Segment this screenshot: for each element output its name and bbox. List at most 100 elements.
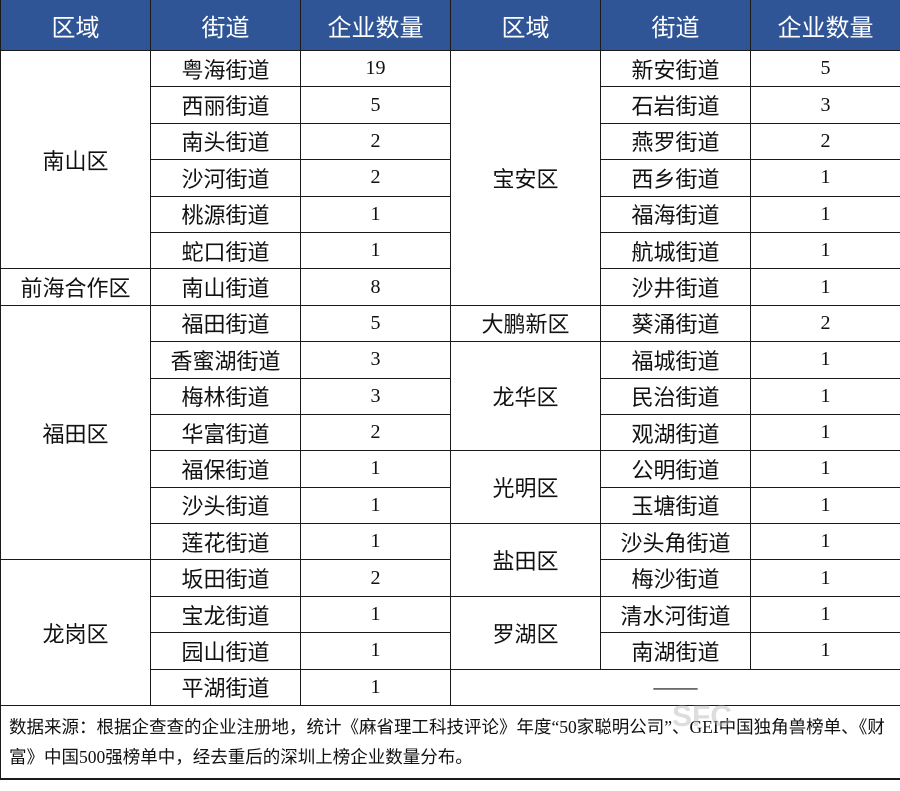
header-street: 街道 [600,0,751,51]
count-cell: 1 [300,195,451,233]
street-cell: 梅沙街道 [600,559,751,597]
header-street: 街道 [150,0,301,51]
table-row: 沙头街道 1 玉塘街道 1 [1,486,900,525]
count-cell: 1 [750,268,900,306]
footnote-row: 数据来源：根据企查查的企业注册地，统计《麻省理工科技评论》年度“50家聪明公司”… [0,705,900,781]
count-cell: 1 [300,450,451,488]
district-cell: 宝安区 [450,50,601,306]
street-cell: 莲花街道 [150,523,301,561]
count-cell: 1 [750,231,900,270]
street-cell: 福保街道 [150,450,301,488]
count-cell: 1 [750,413,900,452]
street-cell: 南湖街道 [600,632,751,670]
table-row: 宝龙街道 1 罗湖区 清水河街道 1 [1,595,900,670]
count-cell: 2 [300,559,451,597]
count-cell: 3 [300,377,451,415]
table-row: 前海合作区 南山街道 8 沙井街道 1 [0,268,900,306]
count-cell: 1 [300,486,451,525]
count-cell: 1 [300,632,451,670]
district-cell: 大鹏新区 [450,304,601,343]
count-cell: 2 [300,413,451,452]
street-cell: 新安街道 [600,49,751,88]
count-cell: 1 [300,668,451,707]
table-row: 西丽街道 5 石岩街道 3 [1,86,900,124]
district-cell: 龙华区 [450,341,601,452]
table-row: 莲花街道 1 盐田区 沙头角街道 1 [1,523,900,597]
street-cell: 坂田街道 [150,559,301,597]
street-cell: 桃源街道 [150,195,301,233]
count-cell: 1 [750,450,900,488]
header-count: 企业数量 [750,0,900,51]
count-cell: 2 [300,159,451,197]
street-cell: 香蜜湖街道 [150,341,301,379]
count-cell: 1 [750,195,900,233]
table-row: 龙岗区 坂田街道 2 梅沙街道 1 [0,559,900,707]
count-cell: 8 [300,268,451,306]
count-cell: 2 [300,122,451,161]
district-cell: 龙岗区 [0,559,151,707]
count-cell: 3 [300,341,451,379]
count-cell: 5 [300,304,451,343]
count-cell: 1 [750,632,900,670]
street-cell: 福城街道 [600,341,751,379]
street-cell: 福海街道 [600,195,751,233]
street-cell: 福田街道 [150,304,301,343]
table-row: 平湖街道 1 —— [1,668,900,707]
street-cell: 南头街道 [150,122,301,161]
empty-cell: —— [450,668,900,707]
street-cell: 玉塘街道 [600,486,751,525]
district-cell: 盐田区 [450,523,601,597]
count-cell: 3 [750,86,900,124]
header-district: 区域 [450,0,601,51]
table-row: 沙河街道 2 西乡街道 1 [1,159,900,197]
count-cell: 1 [300,595,451,634]
street-cell: 燕罗街道 [600,122,751,161]
street-cell: 公明街道 [600,450,751,488]
district-cell: 光明区 [450,450,601,525]
count-cell: 5 [750,49,900,88]
count-cell: 1 [750,377,900,415]
street-cell: 清水河街道 [600,595,751,634]
street-cell: 西乡街道 [600,159,751,197]
table-row: 福田区 福田街道 5 大鹏新区 葵涌街道 2 [0,304,900,561]
count-cell: 2 [750,304,900,343]
street-cell: 宝龙街道 [150,595,301,634]
street-cell: 观湖街道 [600,413,751,452]
street-cell: 粤海街道 [150,49,301,88]
count-cell: 1 [750,595,900,634]
street-cell: 园山街道 [150,632,301,670]
table-row: 香蜜湖街道 3 龙华区 福城街道 1 [1,341,900,452]
count-cell: 1 [750,559,900,597]
count-cell: 2 [750,122,900,161]
district-cell: 南山区 [0,49,151,270]
count-cell: 19 [300,49,451,88]
street-cell: 西丽街道 [150,86,301,124]
count-cell: 1 [750,486,900,525]
street-cell: 石岩街道 [600,86,751,124]
count-cell: 1 [300,523,451,561]
street-cell: 民治街道 [600,377,751,415]
street-cell: 沙井街道 [600,268,751,306]
header-row: 区域 街道 企业数量 区域 街道 企业数量 [0,0,900,51]
count-cell: 1 [750,159,900,197]
street-cell: 航城街道 [600,231,751,270]
table-row: 蛇口街道 1 航城街道 1 [1,231,900,270]
table-row: 南山区 粤海街道 19 宝安区 新安街道 5 [0,49,900,306]
source-footnote: 数据来源：根据企查查的企业注册地，统计《麻省理工科技评论》年度“50家聪明公司”… [0,705,900,781]
street-cell: 沙河街道 [150,159,301,197]
street-cell: 平湖街道 [150,668,301,707]
street-cell: 蛇口街道 [150,231,301,270]
count-cell: 1 [300,231,451,270]
district-cell: 前海合作区 [0,268,151,306]
district-cell: 福田区 [0,304,151,561]
table-row: 南头街道 2 燕罗街道 2 [1,122,900,161]
table-row: 桃源街道 1 福海街道 1 [1,195,900,233]
table-row: 华富街道 2 观湖街道 1 [1,413,900,452]
table-row: 福保街道 1 光明区 公明街道 1 [1,450,900,525]
count-cell: 1 [750,341,900,379]
table-row: 梅林街道 3 民治街道 1 [1,377,900,415]
district-cell: 罗湖区 [450,595,601,670]
header-district: 区域 [0,0,151,51]
street-cell: 葵涌街道 [600,304,751,343]
